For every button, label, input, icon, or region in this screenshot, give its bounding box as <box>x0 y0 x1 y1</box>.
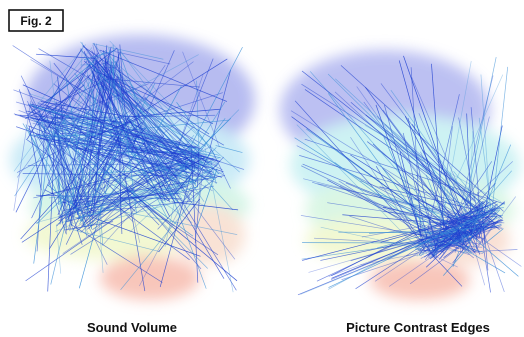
figure-label: Fig. 2 <box>20 14 52 28</box>
body: Fig. 2 Sound Volume Picture Contrast Edg… <box>0 0 524 337</box>
panel-caption: Picture Contrast Edges <box>346 320 490 335</box>
panel-caption: Sound Volume <box>87 320 177 335</box>
figure: Fig. 2 Sound Volume Picture Contrast Edg… <box>0 0 524 337</box>
page: {"figure_label": "Fig. 2", "panels": [{"… <box>0 0 524 337</box>
